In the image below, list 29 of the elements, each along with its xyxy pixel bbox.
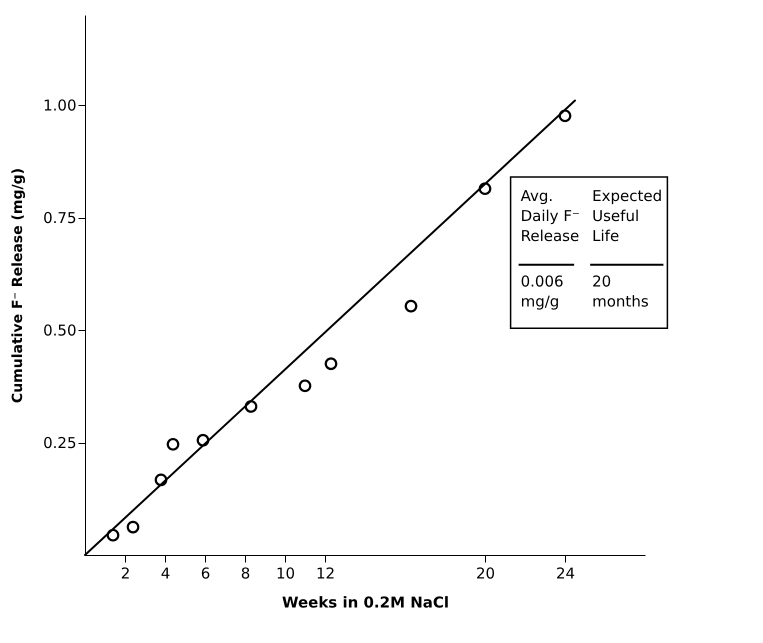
annotation: Avg. Daily F⁻ Release [520, 187, 580, 245]
x-tick-label: 12 [316, 564, 336, 582]
y-axis-title: Cumulative F⁻ Release (mg/g) [10, 168, 26, 404]
point [126, 520, 140, 534]
point [106, 528, 120, 542]
x-tick-label: 4 [160, 564, 170, 582]
x-tick-label: 20 [476, 564, 496, 582]
point [196, 434, 210, 447]
y-tick-label: 1.00 [43, 96, 76, 114]
x-tick-label: 8 [240, 564, 250, 582]
x-axis-title: Weeks in 0.2M NaCl [282, 594, 450, 612]
point [154, 474, 168, 486]
annotation: 0.006 mg/g [520, 272, 564, 311]
annotation: 20 months [592, 272, 649, 311]
annotation: Expected Useful Life [592, 187, 662, 245]
x-tick-label: 6 [200, 564, 210, 582]
x-tick-label: 10 [276, 564, 296, 582]
point [324, 357, 338, 370]
y-tick-label: 0.25 [43, 434, 76, 452]
x-tick-label: 2 [120, 564, 130, 582]
y-tick-label: 0.75 [43, 209, 76, 227]
y-tick-label: 0.50 [43, 322, 76, 340]
point [244, 400, 258, 413]
point [166, 438, 180, 451]
point [298, 379, 312, 392]
point [478, 182, 492, 196]
point [404, 300, 418, 312]
x-tick-label: 24 [556, 564, 576, 582]
point [558, 109, 572, 122]
